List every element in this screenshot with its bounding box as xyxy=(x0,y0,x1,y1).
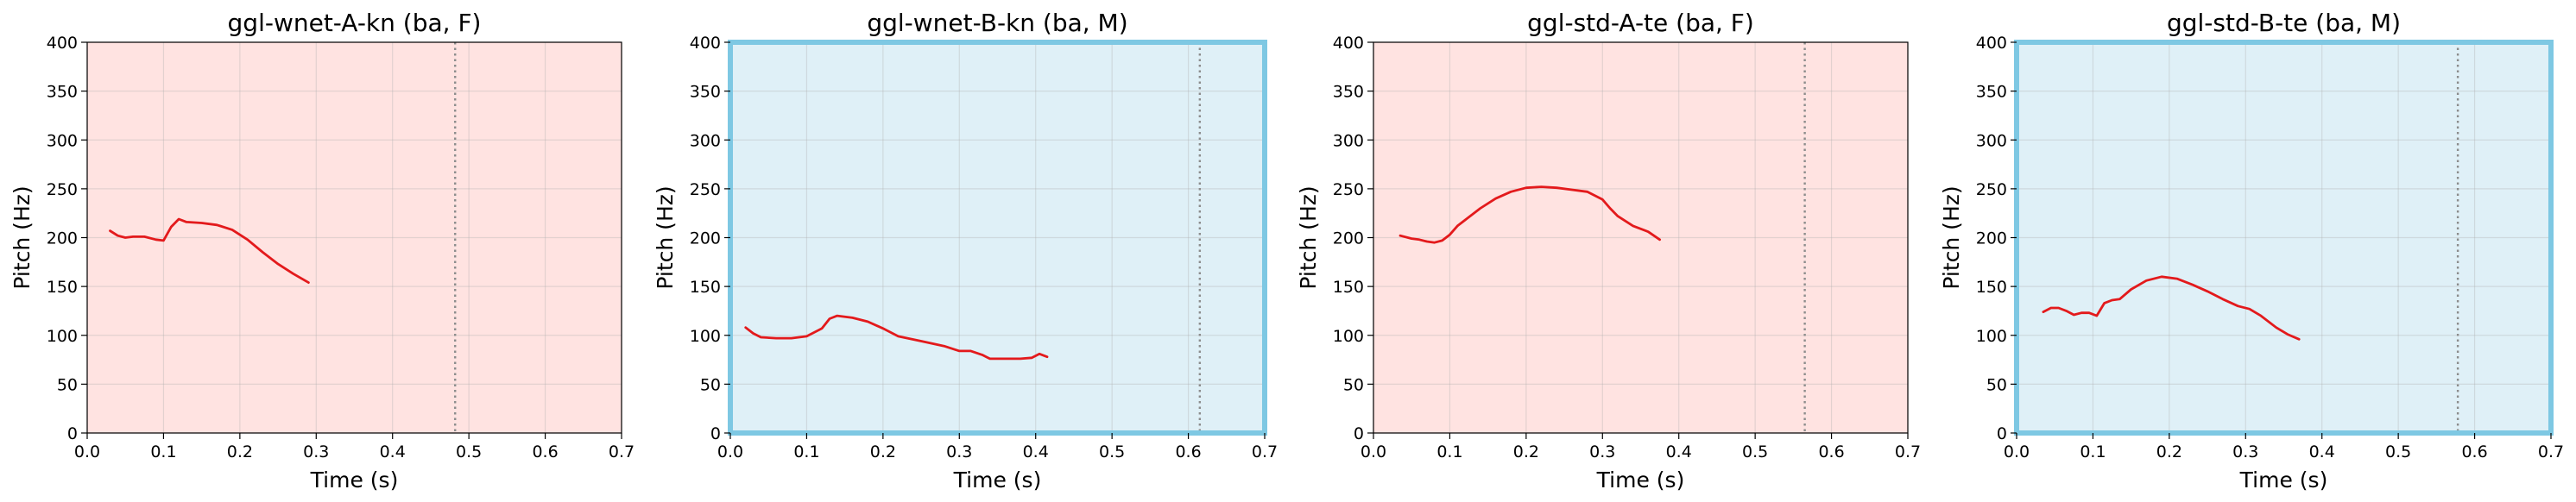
x-tick-label: 0.2 xyxy=(1513,442,1539,461)
x-tick-label: 0.6 xyxy=(2461,442,2487,461)
pitch-contour-line xyxy=(109,217,310,285)
y-tick-label: 200 xyxy=(1976,229,2007,248)
chart-title: ggl-std-A-te (ba, F) xyxy=(1527,9,1754,37)
x-tick-label: 0.0 xyxy=(74,442,100,461)
plot-area xyxy=(730,42,1265,433)
x-tick-label: 0.1 xyxy=(793,442,819,461)
y-tick-label: 300 xyxy=(1333,131,1364,150)
chart-title: ggl-wnet-A-kn (ba, F) xyxy=(228,9,482,37)
y-tick-label: 400 xyxy=(1976,34,2007,53)
y-tick-label: 100 xyxy=(690,327,721,346)
chart-panel-1: 0.0 0.1 0.2 0.3 0.4 0.5 0.6 0.7 0 50 100 150 200 250 3… xyxy=(9,9,635,493)
pitch-contour-line xyxy=(744,314,1049,361)
y-tick-label: 250 xyxy=(47,180,78,199)
y-tick-label: 0 xyxy=(1354,424,1364,443)
x-tick-label: 0.0 xyxy=(1361,442,1386,461)
y-tick-label: 250 xyxy=(1976,180,2007,199)
x-tick-label: 0.4 xyxy=(1023,442,1049,461)
y-tick-label: 400 xyxy=(1333,34,1364,53)
y-tick-label: 50 xyxy=(1986,375,2007,394)
y-tick-label: 150 xyxy=(1333,278,1364,297)
y-tick-label: 0 xyxy=(710,424,721,443)
y-tick-label: 200 xyxy=(1333,229,1364,248)
y-axis-label: Pitch (Hz) xyxy=(1939,185,1964,289)
y-tick-label: 300 xyxy=(1976,131,2007,150)
chart-panel-2: 0.0 0.1 0.2 0.3 0.4 0.5 0.6 0.7 0 50 100 150 200 250 3… xyxy=(653,9,1278,493)
chart-title: ggl-wnet-B-kn (ba, M) xyxy=(867,9,1127,37)
y-tick-label: 300 xyxy=(690,131,721,150)
y-tick-label: 150 xyxy=(1976,278,2007,297)
plot-area xyxy=(2017,42,2551,433)
x-tick-label: 0.3 xyxy=(303,442,329,461)
x-tick-label: 0.2 xyxy=(2156,442,2182,461)
y-tick-label: 200 xyxy=(47,229,78,248)
x-tick-label: 0.7 xyxy=(1895,442,1921,461)
chart-title: ggl-std-B-te (ba, M) xyxy=(2167,9,2401,37)
plot-area xyxy=(87,42,622,433)
x-axis-label: Time (s) xyxy=(953,467,1042,493)
x-tick-label: 0.5 xyxy=(1742,442,1768,461)
y-tick-label: 150 xyxy=(690,278,721,297)
x-axis-label: Time (s) xyxy=(310,467,399,493)
x-tick-label: 0.3 xyxy=(946,442,972,461)
y-tick-label: 100 xyxy=(1976,327,2007,346)
y-tick-label: 300 xyxy=(47,131,78,150)
y-axis-label: Pitch (Hz) xyxy=(9,185,35,289)
y-tick-label: 350 xyxy=(1976,83,2007,102)
x-tick-label: 0.7 xyxy=(609,442,635,461)
y-tick-label: 250 xyxy=(1333,180,1364,199)
y-tick-label: 400 xyxy=(690,34,721,53)
x-tick-label: 0.4 xyxy=(2309,442,2335,461)
y-tick-label: 50 xyxy=(57,375,78,394)
x-tick-label: 0.6 xyxy=(1818,442,1844,461)
y-tick-label: 150 xyxy=(47,278,78,297)
y-tick-label: 350 xyxy=(690,83,721,102)
x-tick-label: 0.1 xyxy=(1436,442,1462,461)
x-tick-label: 0.5 xyxy=(1099,442,1125,461)
y-tick-label: 350 xyxy=(1333,83,1364,102)
x-tick-label: 0.1 xyxy=(2080,442,2106,461)
x-tick-label: 0.6 xyxy=(532,442,558,461)
y-tick-label: 400 xyxy=(47,34,78,53)
x-tick-label: 0.4 xyxy=(1666,442,1692,461)
x-tick-label: 0.7 xyxy=(1252,442,1278,461)
x-tick-label: 0.5 xyxy=(456,442,482,461)
x-axis-label: Time (s) xyxy=(1596,467,1685,493)
pitch-contour-line xyxy=(2042,275,2301,341)
chart-panel-4: 0.0 0.1 0.2 0.3 0.4 0.5 0.6 0.7 0 50 100 150 200 250 3… xyxy=(1939,9,2564,493)
y-axis-label: Pitch (Hz) xyxy=(653,185,678,289)
x-tick-label: 0.3 xyxy=(2232,442,2258,461)
x-tick-label: 0.5 xyxy=(2385,442,2411,461)
y-tick-label: 0 xyxy=(67,424,78,443)
x-tick-label: 0.0 xyxy=(717,442,743,461)
x-tick-label: 0.0 xyxy=(2004,442,2030,461)
x-tick-label: 0.6 xyxy=(1175,442,1201,461)
x-tick-label: 0.3 xyxy=(1589,442,1615,461)
plot-area xyxy=(1373,42,1908,433)
x-tick-label: 0.1 xyxy=(150,442,176,461)
x-tick-label: 0.2 xyxy=(227,442,253,461)
y-tick-label: 100 xyxy=(47,327,78,346)
y-tick-label: 200 xyxy=(690,229,721,248)
x-tick-label: 0.7 xyxy=(2538,442,2564,461)
y-tick-label: 0 xyxy=(1997,424,2007,443)
y-tick-label: 100 xyxy=(1333,327,1364,346)
y-tick-label: 50 xyxy=(1343,375,1364,394)
x-axis-label: Time (s) xyxy=(2239,467,2328,493)
y-axis-label: Pitch (Hz) xyxy=(1296,185,1321,289)
pitch-contour-line xyxy=(1398,185,1661,244)
chart-panel-3: 0.0 0.1 0.2 0.3 0.4 0.5 0.6 0.7 0 50 100 150 200 250 3… xyxy=(1296,9,1921,493)
y-tick-label: 250 xyxy=(690,180,721,199)
y-tick-label: 350 xyxy=(47,83,78,102)
x-tick-label: 0.2 xyxy=(870,442,896,461)
x-tick-label: 0.4 xyxy=(380,442,406,461)
y-tick-label: 50 xyxy=(700,375,721,394)
